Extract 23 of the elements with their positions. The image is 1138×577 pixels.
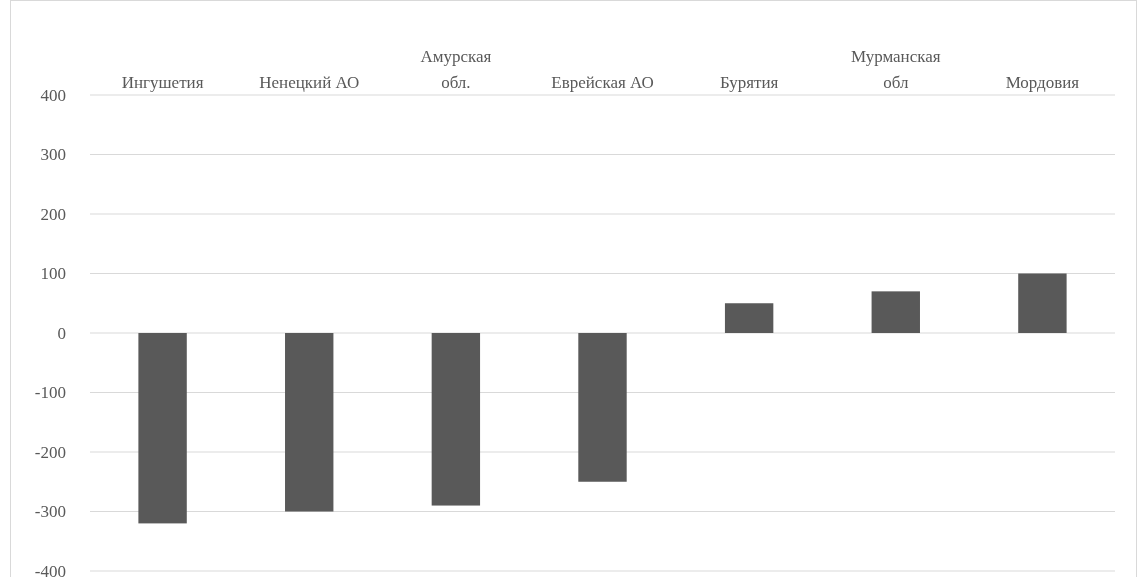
x-tick-label: Еврейская АО [551, 73, 654, 92]
x-tick-label: Ингушетия [121, 73, 204, 92]
x-tick-label: Мордовия [1005, 73, 1080, 92]
bar [871, 291, 920, 333]
x-tick-label: Бурятия [719, 73, 779, 92]
bar [138, 333, 187, 524]
y-tick-label: -400 [34, 561, 66, 577]
y-tick-label: 100 [40, 264, 66, 284]
y-tick-label: -200 [34, 442, 66, 462]
x-tick-label: Амурская обл. [420, 47, 492, 92]
bar [1018, 273, 1067, 333]
y-tick-label: 200 [40, 204, 66, 224]
y-tick-label: 400 [40, 85, 66, 105]
y-tick-label: -100 [34, 383, 66, 403]
bar [431, 333, 481, 506]
x-tick-label: Мурманская обл [850, 47, 941, 92]
bar [578, 333, 627, 482]
y-tick-label: 0 [57, 323, 66, 343]
bar [724, 303, 774, 333]
x-tick-label: Ненецкий АО [259, 73, 360, 92]
y-tick-label: -300 [34, 502, 66, 522]
y-tick-label: 300 [40, 145, 66, 165]
bar [285, 333, 334, 512]
